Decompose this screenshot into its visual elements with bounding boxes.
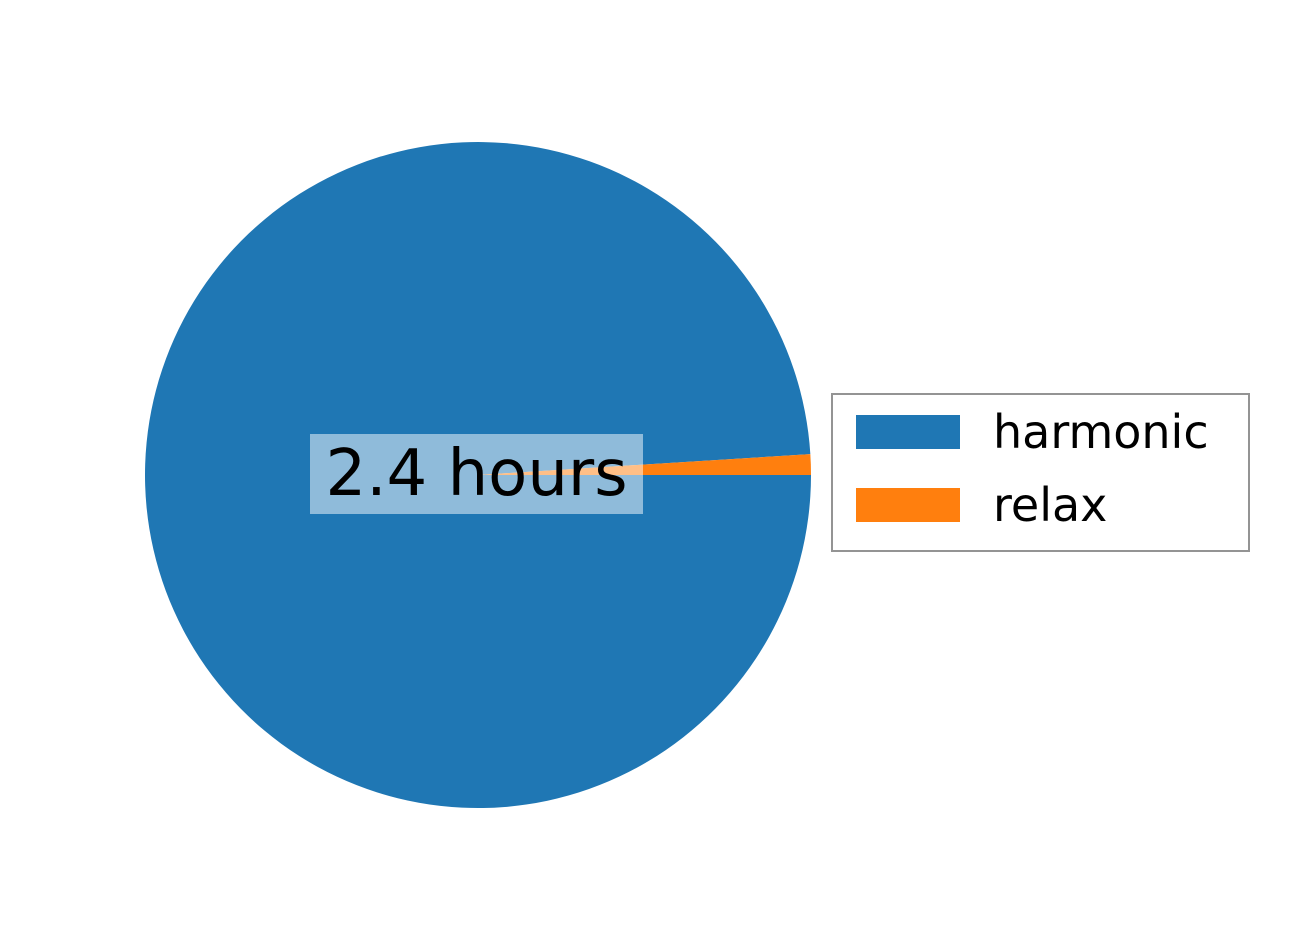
legend-item-harmonic[interactable]: harmonic <box>833 405 1248 459</box>
legend-label-harmonic: harmonic <box>993 405 1209 459</box>
legend-swatch-harmonic <box>856 415 960 449</box>
pie-slice-label-harmonic: 2.4 hours <box>310 434 643 514</box>
legend-item-relax[interactable]: relax <box>833 478 1248 532</box>
legend-box: harmonic relax <box>831 393 1250 552</box>
legend-swatch-relax <box>856 488 960 522</box>
pie-slice-label-text: 2.4 hours <box>325 437 628 511</box>
legend-label-relax: relax <box>993 478 1108 532</box>
